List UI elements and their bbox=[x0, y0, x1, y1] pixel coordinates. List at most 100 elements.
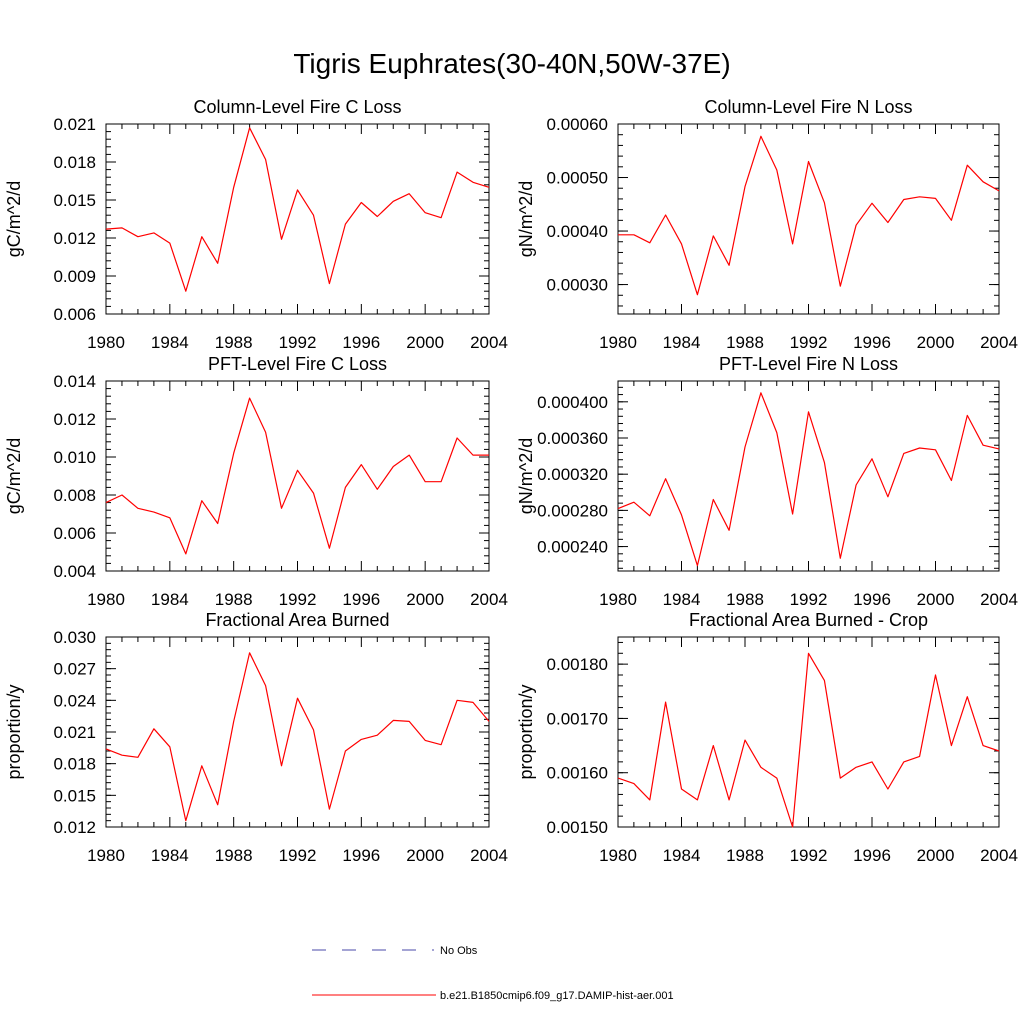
y-tick-label: 0.021 bbox=[53, 723, 96, 742]
x-tick-label: 2004 bbox=[980, 590, 1018, 609]
x-tick-label: 1988 bbox=[726, 590, 764, 609]
y-tick-label: 0.000320 bbox=[537, 465, 608, 484]
y-axis-label: gN/m^2/d bbox=[516, 181, 536, 257]
x-tick-label: 1980 bbox=[599, 333, 637, 352]
x-tick-label: 2004 bbox=[980, 333, 1018, 352]
y-tick-label: 0.006 bbox=[53, 305, 96, 324]
plot-frame bbox=[105, 123, 490, 315]
series-line-model bbox=[105, 397, 489, 555]
y-tick-label: 0.00160 bbox=[547, 764, 608, 783]
y-tick-label: 0.015 bbox=[53, 191, 96, 210]
y-tick-label: 0.021 bbox=[53, 115, 96, 134]
x-tick-label: 2000 bbox=[917, 333, 955, 352]
figure-title: Tigris Euphrates(30-40N,50W-37E) bbox=[293, 48, 731, 79]
x-tick-label: 2000 bbox=[917, 846, 955, 865]
x-tick-label: 1980 bbox=[599, 846, 637, 865]
x-tick-label: 2004 bbox=[470, 846, 508, 865]
y-axis-label: gC/m^2/d bbox=[4, 438, 24, 514]
x-tick-label: 1996 bbox=[342, 333, 380, 352]
x-tick-label: 2000 bbox=[406, 846, 444, 865]
x-tick-label: 1992 bbox=[790, 590, 828, 609]
chart-title: Fractional Area Burned - Crop bbox=[689, 610, 928, 630]
x-tick-label: 2000 bbox=[917, 590, 955, 609]
y-tick-label: 0.012 bbox=[53, 229, 96, 248]
chart-panel-4: PFT-Level Fire N Loss gN/m^2/d 1980 1984 198… bbox=[516, 354, 1018, 609]
x-tick-label: 1992 bbox=[790, 333, 828, 352]
x-tick-label: 1984 bbox=[151, 333, 189, 352]
x-tick-label: 1984 bbox=[663, 333, 701, 352]
y-tick-label: 0.004 bbox=[53, 562, 96, 581]
x-tick-label: 1988 bbox=[726, 846, 764, 865]
plot-frame bbox=[105, 380, 490, 572]
y-axis-label: proportion/y bbox=[516, 684, 536, 779]
x-tick-label: 1984 bbox=[663, 590, 701, 609]
x-tick-label: 1980 bbox=[599, 590, 637, 609]
y-tick-label: 0.012 bbox=[53, 818, 96, 837]
y-tick-label: 0.008 bbox=[53, 486, 96, 505]
y-tick-label: 0.018 bbox=[53, 755, 96, 774]
y-tick-label: 0.006 bbox=[53, 524, 96, 543]
x-tick-label: 1984 bbox=[663, 846, 701, 865]
y-axis-label: proportion/y bbox=[4, 684, 24, 779]
series-line-model bbox=[618, 135, 1000, 296]
x-tick-label: 1988 bbox=[215, 333, 253, 352]
series-line-model bbox=[105, 127, 490, 292]
series-line-model bbox=[617, 392, 1000, 567]
x-tick-label: 1988 bbox=[726, 333, 764, 352]
x-tick-label: 1980 bbox=[87, 846, 125, 865]
x-tick-label: 2004 bbox=[470, 590, 508, 609]
x-tick-label: 1992 bbox=[279, 846, 317, 865]
y-axis-label: gC/m^2/d bbox=[4, 181, 24, 257]
x-tick-label: 2000 bbox=[406, 590, 444, 609]
x-tick-label: 1992 bbox=[279, 590, 317, 609]
y-tick-label: 0.000280 bbox=[537, 501, 608, 520]
y-tick-label: 0.009 bbox=[53, 267, 96, 286]
series-line-model bbox=[617, 652, 1000, 828]
y-tick-label: 0.00180 bbox=[547, 655, 608, 674]
chart-title: Column-Level Fire N Loss bbox=[704, 97, 912, 117]
y-tick-label: 0.000400 bbox=[537, 393, 608, 412]
legend-label-model: b.e21.B1850cmip6.f09_g17.DAMIP-hist-aer.… bbox=[440, 990, 674, 1002]
chart-panels: Column-Level Fire C Loss gC/m^2/d 1980 1984… bbox=[4, 97, 1018, 865]
chart-title: Fractional Area Burned bbox=[205, 610, 389, 630]
x-tick-label: 1984 bbox=[151, 846, 189, 865]
y-tick-label: 0.014 bbox=[53, 372, 96, 391]
x-tick-label: 1984 bbox=[151, 590, 189, 609]
x-tick-label: 1996 bbox=[342, 846, 380, 865]
y-tick-label: 0.00050 bbox=[547, 169, 608, 188]
y-tick-label: 0.024 bbox=[53, 691, 96, 710]
legend: No Obs b.e21.B1850cmip6.f09_g17.DAMIP-hi… bbox=[312, 945, 674, 1002]
y-tick-label: 0.030 bbox=[53, 628, 96, 647]
y-tick-label: 0.018 bbox=[53, 153, 96, 172]
x-tick-label: 1988 bbox=[215, 590, 253, 609]
legend-label-no-obs: No Obs bbox=[440, 945, 478, 957]
plot-frame bbox=[617, 380, 1000, 572]
x-tick-label: 1996 bbox=[853, 846, 891, 865]
y-tick-label: 0.00030 bbox=[547, 276, 608, 295]
y-tick-label: 0.000360 bbox=[537, 429, 608, 448]
x-tick-label: 1988 bbox=[215, 846, 253, 865]
x-tick-label: 1980 bbox=[87, 333, 125, 352]
y-tick-label: 0.000240 bbox=[537, 538, 608, 557]
y-tick-label: 0.015 bbox=[53, 786, 96, 805]
chart-title: Column-Level Fire C Loss bbox=[193, 97, 401, 117]
y-tick-label: 0.027 bbox=[53, 660, 96, 679]
x-tick-label: 1992 bbox=[279, 333, 317, 352]
y-tick-label: 0.010 bbox=[53, 448, 96, 467]
y-tick-label: 0.00040 bbox=[547, 222, 608, 241]
y-tick-label: 0.00170 bbox=[547, 709, 608, 728]
y-tick-label: 0.00150 bbox=[547, 818, 608, 837]
x-tick-label: 1996 bbox=[342, 590, 380, 609]
chart-title: PFT-Level Fire C Loss bbox=[208, 354, 387, 374]
x-tick-label: 2000 bbox=[406, 333, 444, 352]
chart-panel-6: Fractional Area Burned - Crop proportion/… bbox=[516, 610, 1018, 865]
series-line-model bbox=[105, 652, 490, 822]
chart-panel-5: Fractional Area Burned proportion/y 1980 19… bbox=[4, 610, 508, 865]
x-tick-label: 1980 bbox=[87, 590, 125, 609]
y-tick-label: 0.012 bbox=[53, 410, 96, 429]
y-tick-label: 0.00060 bbox=[547, 115, 608, 134]
x-tick-label: 2004 bbox=[980, 846, 1018, 865]
x-tick-label: 1996 bbox=[853, 590, 891, 609]
chart-panel-1: Column-Level Fire C Loss gC/m^2/d 1980 1984… bbox=[4, 97, 508, 352]
